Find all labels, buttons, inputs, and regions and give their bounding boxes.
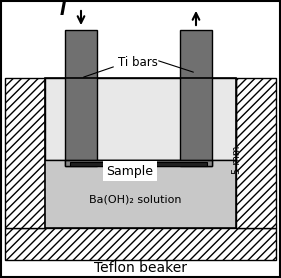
Bar [45,78,236,160]
Text: Ba(OH)₂ solution: Ba(OH)₂ solution [89,195,181,205]
Bar [45,78,236,228]
Bar [236,78,276,228]
Bar [5,78,45,228]
Text: I: I [60,1,66,19]
Bar [65,30,97,166]
Text: 5 mm: 5 mm [232,146,242,174]
Bar [180,30,212,166]
Text: Sample: Sample [106,165,153,177]
Bar [70,162,207,166]
Text: Ti bars: Ti bars [118,56,158,70]
Bar [45,160,236,228]
Bar [65,160,212,166]
Bar [5,228,276,260]
Text: Teflon beaker: Teflon beaker [94,261,187,275]
